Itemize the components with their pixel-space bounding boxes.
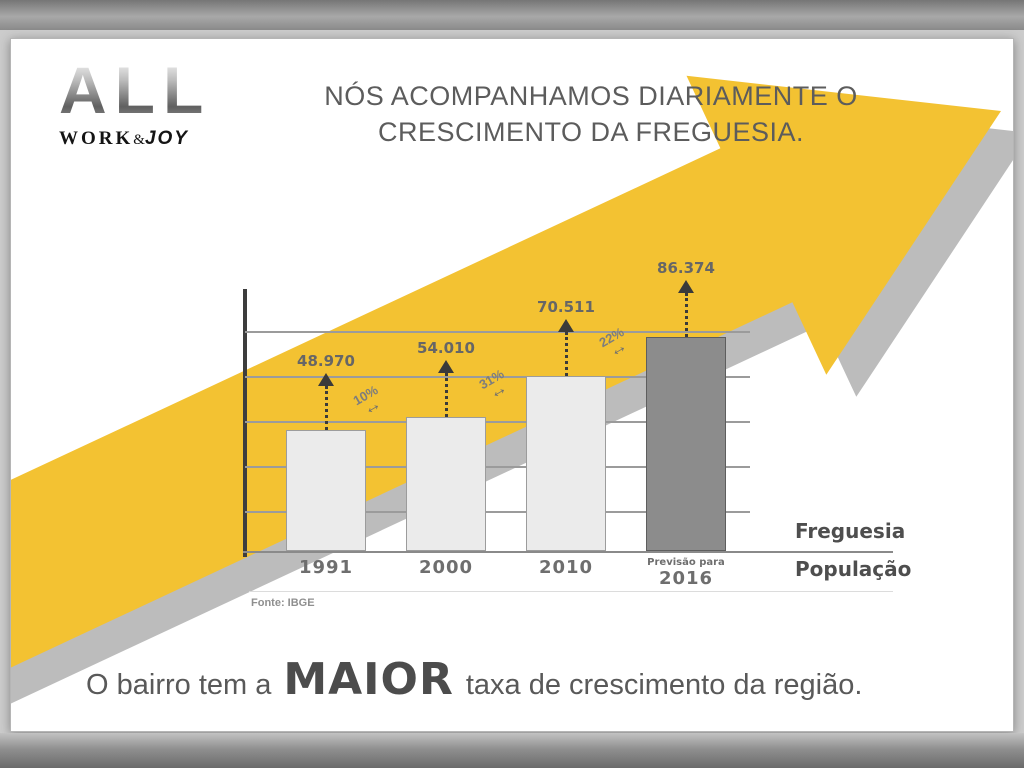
bar-group-2016: 86.374 bbox=[646, 259, 726, 551]
title-line-1: NÓS ACOMPANHAMOS DIARIAMENTE O bbox=[324, 81, 858, 111]
bar-1991 bbox=[286, 430, 366, 551]
logo-tagline-work: WORK bbox=[59, 128, 134, 149]
slide: ALL WORK&JOY NÓS ACOMPANHAMOS DIARIAMENT… bbox=[10, 38, 1014, 732]
bar-value-label: 70.511 bbox=[537, 298, 595, 316]
up-triangle-icon bbox=[678, 280, 694, 293]
footer-highlight: MAIOR bbox=[283, 654, 454, 705]
logo-tagline-amp: & bbox=[133, 132, 145, 148]
up-triangle-icon bbox=[558, 319, 574, 332]
gridline bbox=[245, 331, 750, 333]
bar-value-label: 54.010 bbox=[417, 339, 475, 357]
x-label-2016: Previsão para 2016 bbox=[626, 557, 746, 589]
x-label-year: 2016 bbox=[658, 568, 714, 589]
logo: ALL WORK&JOY bbox=[59, 57, 211, 150]
top-chrome-bar bbox=[0, 0, 1024, 30]
x-label-year: 2000 bbox=[418, 557, 474, 578]
bar-value-label: 86.374 bbox=[657, 259, 715, 277]
bar-chart: 48.970 54.010 70.511 86.374 bbox=[243, 199, 911, 609]
bar-2000 bbox=[406, 417, 486, 551]
footer-prefix: O bairro tem a bbox=[86, 669, 272, 701]
bar-2016 bbox=[646, 337, 726, 551]
gridline bbox=[245, 511, 750, 513]
logo-wordmark: ALL bbox=[59, 53, 212, 127]
gridline bbox=[245, 421, 750, 423]
slide-title: NÓS ACOMPANHAMOS DIARIAMENTE O CRESCIMEN… bbox=[291, 79, 891, 150]
footer-statement: O bairro tem a MAIOR taxa de crescimento… bbox=[86, 654, 862, 705]
logo-tagline-joy: JOY bbox=[144, 128, 189, 149]
x-label-sub: Previsão para bbox=[647, 557, 725, 568]
bar-group-1991: 48.970 bbox=[286, 352, 366, 551]
baseline-rule bbox=[249, 591, 893, 592]
footer-suffix: taxa de crescimento da região. bbox=[465, 669, 863, 701]
dotted-pointer-line bbox=[564, 332, 568, 376]
x-label-1991: 1991 bbox=[266, 557, 386, 578]
up-triangle-icon bbox=[318, 373, 334, 386]
chart-source: Fonte: IBGE bbox=[251, 597, 315, 609]
dotted-pointer-line bbox=[444, 373, 448, 417]
double-arrow-icon: ↔ bbox=[484, 376, 511, 404]
right-label-populacao: População bbox=[795, 557, 912, 581]
logo-tagline: WORK&JOY bbox=[59, 128, 211, 150]
x-label-year: 2010 bbox=[538, 557, 594, 578]
dotted-pointer-line bbox=[684, 293, 688, 337]
arrow-yellow bbox=[11, 75, 1001, 668]
y-axis-line bbox=[243, 289, 247, 557]
gridline bbox=[245, 466, 750, 468]
bar-group-2010: 70.511 bbox=[526, 298, 606, 551]
bar-group-2000: 54.010 bbox=[406, 339, 486, 551]
x-label-2010: 2010 bbox=[506, 557, 626, 578]
x-label-year: 1991 bbox=[298, 557, 354, 578]
gridline bbox=[245, 376, 750, 378]
dotted-pointer-line bbox=[324, 386, 328, 430]
bar-value-label: 48.970 bbox=[297, 352, 355, 370]
right-label-freguesia: Freguesia bbox=[795, 519, 906, 543]
bar-2016-forecast bbox=[526, 376, 606, 551]
x-axis-line bbox=[243, 551, 893, 553]
x-label-2000: 2000 bbox=[386, 557, 506, 578]
double-arrow-icon: ↔ bbox=[358, 392, 385, 420]
up-triangle-icon bbox=[438, 360, 454, 373]
bottom-chrome-bar bbox=[0, 733, 1024, 768]
double-arrow-icon: ↔ bbox=[604, 334, 631, 362]
title-line-2: CRESCIMENTO DA FREGUESIA. bbox=[377, 116, 805, 147]
